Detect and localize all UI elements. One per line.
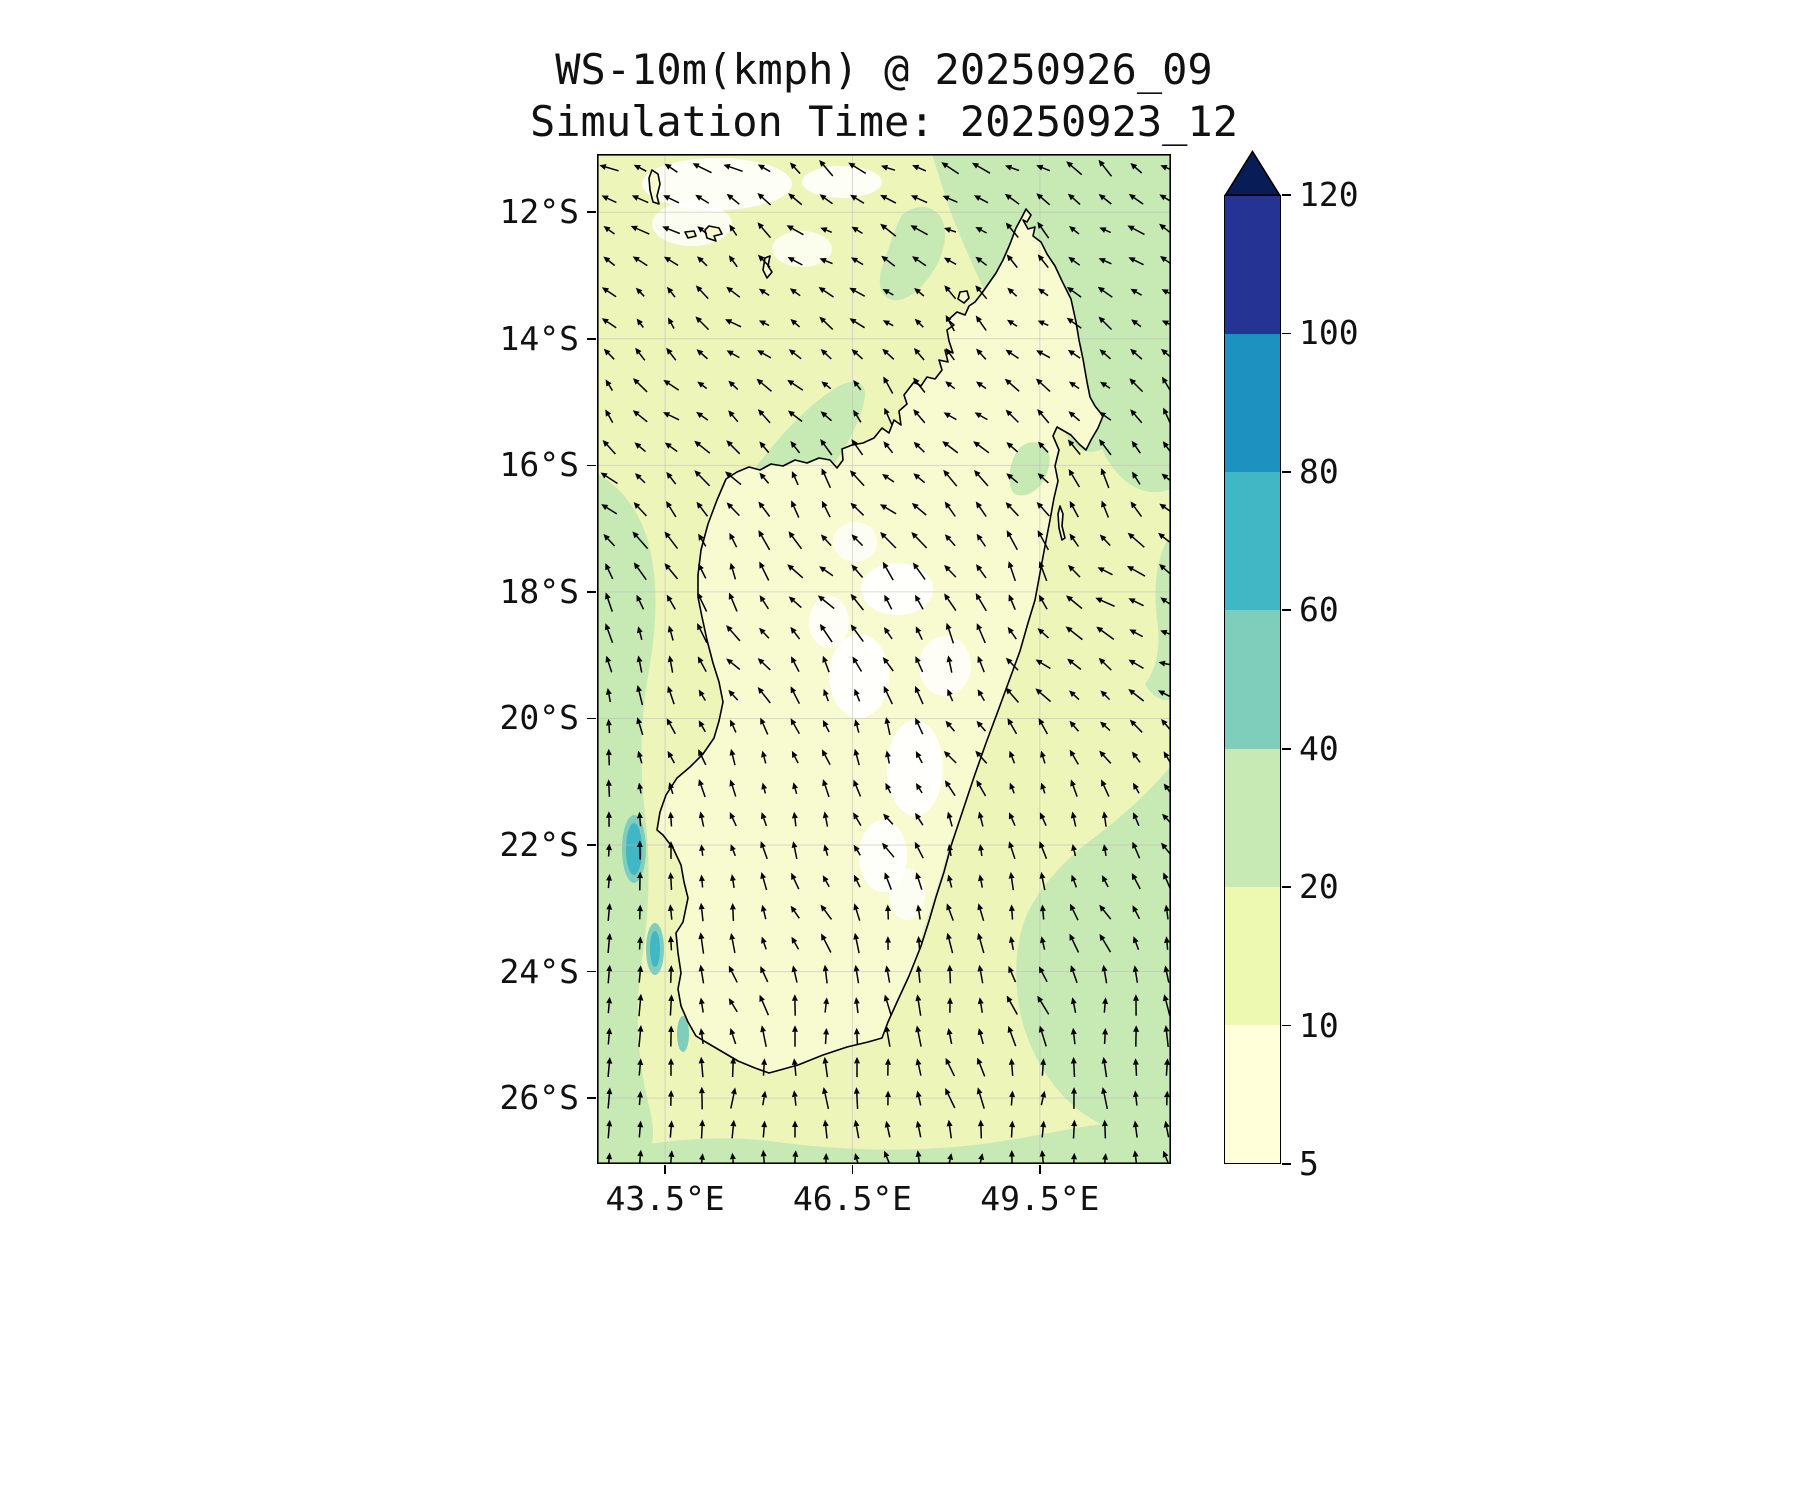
calm-patch-land bbox=[889, 868, 925, 920]
calm-patch-land bbox=[833, 522, 877, 562]
colorbar-tick-label: 10 bbox=[1299, 1005, 1339, 1045]
y-tick-mark bbox=[587, 844, 596, 846]
colorbar-tick-mark bbox=[1282, 747, 1291, 750]
wind-speed-shading-land bbox=[809, 442, 1050, 948]
y-tick-label: 16°S bbox=[499, 445, 579, 485]
colorbar-extend-arrow bbox=[1224, 150, 1281, 196]
calm-patch-land bbox=[829, 634, 889, 718]
y-tick-mark bbox=[587, 211, 596, 213]
colorbar-bin-40-60 bbox=[1225, 610, 1280, 749]
colorbar-tick-mark bbox=[1282, 1024, 1291, 1027]
colorbar-tick-label: 100 bbox=[1299, 313, 1359, 353]
figure-title-line1: WS-10m(kmph) @ 20250926_09 bbox=[555, 45, 1213, 94]
colorbar-tick-label: 40 bbox=[1299, 728, 1339, 768]
plot-border bbox=[597, 154, 1171, 1164]
colorbar-bin-100-120 bbox=[1225, 196, 1280, 335]
figure-title: WS-10m(kmph) @ 20250926_09 Simulation Ti… bbox=[477, 44, 1291, 148]
x-tick-mark bbox=[851, 1165, 854, 1174]
colorbar-bin-60-80 bbox=[1225, 472, 1280, 611]
colorbar-bin-20-40 bbox=[1225, 748, 1280, 887]
calm-patch-land bbox=[859, 820, 907, 892]
colorbar-bin-5-10 bbox=[1225, 1024, 1280, 1163]
colorbar-tick-label: 80 bbox=[1299, 451, 1339, 491]
y-tick-label: 18°S bbox=[499, 571, 579, 611]
colorbar-tick-mark bbox=[1282, 609, 1291, 612]
y-tick-label: 22°S bbox=[499, 825, 579, 865]
wind-arrows bbox=[599, 159, 1171, 1164]
x-tick-mark bbox=[1039, 1165, 1041, 1174]
y-tick-mark bbox=[587, 337, 596, 340]
colorbar-tick-mark bbox=[1282, 332, 1291, 335]
wind-patch-west-strip bbox=[597, 474, 656, 1164]
colorbar bbox=[1224, 195, 1281, 1164]
colorbar-tick-label: 5 bbox=[1299, 1144, 1319, 1183]
x-tick-label: 43.5°E bbox=[605, 1179, 725, 1218]
colorbar-bin-10-20 bbox=[1225, 886, 1280, 1025]
colorbar-tick-mark bbox=[1282, 471, 1291, 473]
y-tick-mark bbox=[587, 717, 596, 720]
x-tick-label: 46.5°E bbox=[792, 1179, 913, 1218]
colorbar-bin-80-100 bbox=[1225, 334, 1280, 473]
y-tick-label: 12°S bbox=[499, 192, 579, 232]
wind-patch-north-of-tip bbox=[879, 207, 946, 301]
island-anjouan bbox=[704, 225, 723, 242]
calm-patch-land bbox=[861, 563, 933, 615]
x-tick-label: 49.5°E bbox=[980, 1179, 1100, 1218]
island-nosy-be bbox=[957, 290, 970, 304]
colorbar-tick-label: 60 bbox=[1299, 590, 1339, 630]
y-tick-mark bbox=[587, 970, 596, 973]
calm-patch-land bbox=[809, 596, 849, 648]
y-tick-label: 14°S bbox=[499, 318, 579, 358]
wind-arrow-shafts bbox=[605, 164, 1171, 1164]
x-tick-mark bbox=[664, 1165, 666, 1174]
y-tick-mark bbox=[587, 464, 596, 467]
wind-patch-east-edge bbox=[1145, 534, 1171, 701]
calm-patch-ocean bbox=[772, 231, 832, 267]
y-tick-label: 26°S bbox=[499, 1078, 579, 1118]
island-grande-comore bbox=[648, 169, 661, 205]
calm-patch-ocean bbox=[652, 202, 732, 246]
y-tick-mark bbox=[587, 591, 596, 593]
colorbar-tick-mark bbox=[1282, 194, 1291, 196]
colorbar-tick-mark bbox=[1282, 1163, 1291, 1165]
y-tick-mark bbox=[587, 1097, 596, 1099]
calm-patch-ocean bbox=[802, 166, 882, 198]
colorbar-over-triangle bbox=[1224, 150, 1281, 196]
calm-patch-ocean bbox=[642, 158, 792, 210]
island-moheli bbox=[684, 230, 697, 239]
wind-spot-teal bbox=[677, 1016, 689, 1052]
coastlines bbox=[648, 169, 1104, 1074]
y-tick-label: 24°S bbox=[499, 951, 579, 991]
calm-patch-land bbox=[887, 720, 943, 816]
figure-title-line2: Simulation Time: 20250923_12 bbox=[529, 97, 1238, 146]
colorbar-tick-mark bbox=[1282, 886, 1291, 888]
wind-spot-teal bbox=[626, 823, 642, 875]
wind-patch-bottom bbox=[597, 1120, 1171, 1164]
wind-patch-southeast bbox=[1016, 766, 1171, 1137]
island-sainte-marie bbox=[1057, 505, 1066, 541]
wind-spot-teal bbox=[650, 931, 660, 967]
colorbar-tick-label: 120 bbox=[1299, 175, 1359, 214]
map-plot bbox=[597, 154, 1171, 1164]
wind-arrow-heads bbox=[599, 159, 1171, 1161]
calm-patch-land bbox=[919, 636, 971, 696]
y-tick-label: 20°S bbox=[499, 698, 579, 738]
colorbar-tick-label: 20 bbox=[1299, 867, 1339, 907]
